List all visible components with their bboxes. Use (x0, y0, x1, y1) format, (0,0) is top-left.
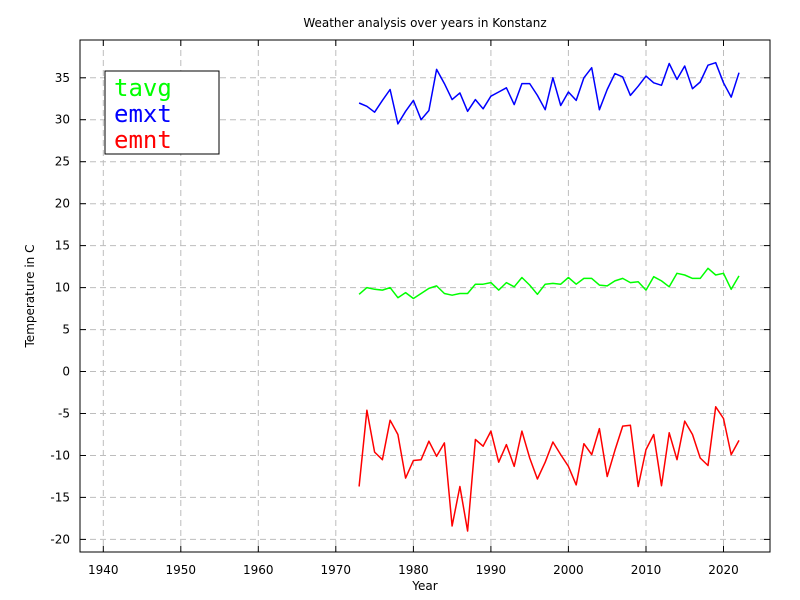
legend-entry-emxt: emxt (114, 100, 172, 128)
y-tick-label: 30 (55, 113, 70, 127)
series-layer (358, 61, 740, 532)
x-tick-label: 2000 (553, 563, 584, 577)
y-axis-label: Temperature in C (23, 245, 37, 349)
y-tick-label: -15 (50, 490, 70, 504)
y-tick-label: 20 (55, 197, 70, 211)
x-tick-label: 1940 (88, 563, 119, 577)
x-tick-label: 1950 (166, 563, 197, 577)
plot-frame (79, 39, 771, 553)
ticks: 1940 1950 1960 1970 1980 1990 2000 2010 2020-20-… (50, 40, 770, 577)
x-tick-label: 2010 (631, 563, 662, 577)
series-line-emxt (358, 61, 740, 125)
series-line-emnt (358, 406, 740, 532)
legend-entry-tavg: tavg (114, 74, 172, 102)
x-tick-label: 2020 (708, 563, 739, 577)
grid (80, 40, 770, 552)
x-tick-label: 1980 (398, 563, 429, 577)
y-tick-label: 25 (55, 155, 70, 169)
legend-entry-emnt: emnt (114, 126, 172, 154)
x-axis-label: Year (411, 579, 437, 593)
y-tick-label: 35 (55, 71, 70, 85)
chart-title: Weather analysis over years in Konstanz (303, 16, 546, 30)
x-tick-label: 1970 (321, 563, 352, 577)
x-tick-label: 1990 (476, 563, 507, 577)
y-tick-label: -10 (50, 449, 70, 463)
y-tick-label: -20 (50, 532, 70, 546)
y-tick-label: 10 (55, 281, 70, 295)
series-line-tavg (358, 267, 740, 300)
y-tick-label: 5 (62, 323, 70, 337)
x-tick-label: 1960 (243, 563, 274, 577)
legend-box (104, 70, 220, 155)
y-tick-label: -5 (58, 407, 70, 421)
y-tick-label: 15 (55, 239, 70, 253)
y-tick-label: 0 (62, 365, 70, 379)
